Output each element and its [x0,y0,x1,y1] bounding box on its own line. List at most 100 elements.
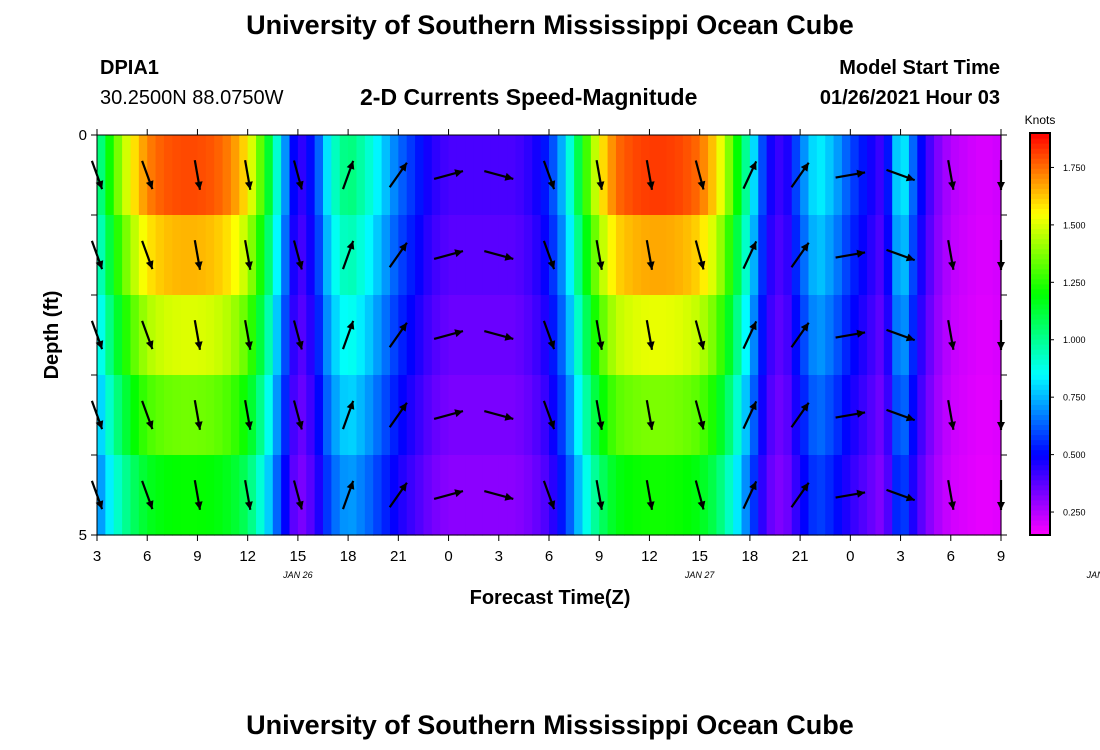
current-arrow [742,320,758,350]
heatmap-cell [582,215,592,296]
current-arrow [433,489,464,500]
heatmap-cell [423,215,433,296]
current-arrow [193,160,203,190]
current-arrow [433,169,464,180]
heatmap-cell [415,295,425,376]
heatmap-cell [515,135,525,216]
heatmap-cell [682,295,692,376]
current-arrow [790,162,810,188]
current-arrow [742,160,758,190]
colorbar-segment [1030,168,1050,174]
x-tick-label: 3 [93,548,101,565]
current-arrow [645,400,655,430]
heatmap-cell [791,215,801,296]
colorbar-segment [1030,424,1050,431]
current-arrow [886,408,916,422]
heatmap-cell [992,455,1002,536]
heatmap-cell [624,215,634,296]
heatmap-cell [256,135,266,216]
day-label: JAN 27 [684,570,716,580]
heatmap-cell [791,455,801,536]
heatmap-cell [716,215,726,296]
x-tick-label: 6 [143,548,151,565]
heatmap-cell [163,135,173,216]
heatmap-cell [615,455,625,536]
heatmap-cell [975,295,985,376]
footer-title: University of Southern Mississippi Ocean… [246,710,854,740]
heatmap-cell [565,375,575,456]
heatmap-cell [708,135,718,216]
heatmap-cell [239,375,249,456]
heatmap-cell [172,375,182,456]
heatmap-cell [264,295,274,376]
heatmap-cell [582,375,592,456]
heatmap-cell [163,215,173,296]
heatmap-cell [197,455,207,536]
heatmap-cell [975,135,985,216]
colorbar-tick-label: 1.500 [1063,220,1086,230]
heatmap-cell [917,375,927,456]
heatmap-cell [590,375,600,456]
colorbar-segment [1030,288,1050,295]
heatmap-cell [105,375,115,456]
colorbar-segment [1030,369,1050,375]
current-arrow [790,482,810,508]
colorbar-segment [1030,474,1050,481]
heatmap-cell [306,455,316,536]
colorbar-tick-label: 1.250 [1063,278,1086,288]
current-arrow [292,160,304,190]
colorbar-segment [1030,298,1050,305]
colorbar-segment [1030,258,1050,265]
x-tick-label: 12 [239,548,256,565]
colorbar-segment [1030,293,1050,300]
heatmap-cell [816,455,826,536]
current-arrow [193,240,203,270]
heatmap-cell [632,455,642,536]
heatmap-cell [699,455,709,536]
heatmap-cell [456,375,466,456]
current-arrow [947,400,956,430]
x-tick-label: 9 [595,548,603,565]
heatmap-cell [775,135,784,216]
heatmap-cell [800,215,810,296]
heatmap-cell [582,295,592,376]
current-arrow [595,480,605,510]
colorbar-segment [1030,328,1050,335]
colorbar-segment [1030,193,1050,199]
heatmap-cell [925,135,935,216]
heatmap-cell [364,215,374,296]
heatmap-cell [256,375,266,456]
heatmap-cell [590,135,600,216]
day-label: JAN 26 [282,570,313,580]
heatmap-cell [264,375,274,456]
heatmap-cell [456,295,466,376]
heatmap-cell [431,295,441,376]
heatmap-cell [381,295,391,376]
heatmap-cell [607,455,617,536]
heatmap-cell [649,455,659,536]
x-tick-label: 12 [641,548,658,565]
heatmap-cell [549,375,558,456]
heatmap-cell [984,455,994,536]
heatmap-cell [406,455,416,536]
heatmap-cell [682,455,692,536]
heatmap-cell [833,455,843,536]
colorbar-segment [1030,519,1050,526]
heatmap-cell [415,455,425,536]
heatmap-cell [657,455,667,536]
heatmap-cell [549,215,558,296]
current-arrow [292,320,304,350]
heatmap-cell [950,295,960,376]
heatmap-cell [691,455,701,536]
heatmap-cell [222,295,232,376]
heatmap-cell [373,135,383,216]
heatmap-cell [180,215,190,296]
heatmap-cell [406,215,416,296]
heatmap-cell [339,455,349,536]
heatmap-cell [641,215,651,296]
colorbar-segment [1030,158,1050,164]
heatmap-cell [666,215,676,296]
current-arrow [886,248,916,262]
colorbar-segment [1030,389,1050,395]
colorbar-label: Knots [1025,113,1056,127]
